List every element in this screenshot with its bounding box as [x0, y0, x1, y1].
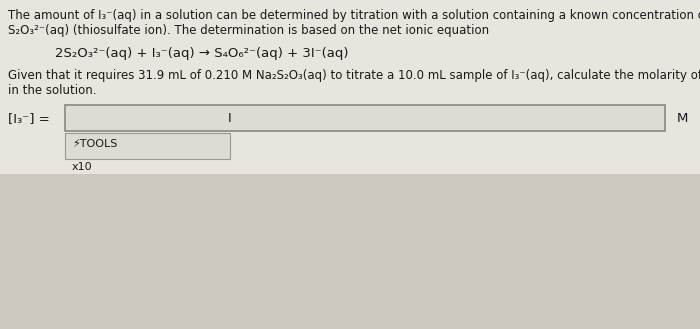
Text: Given that it requires 31.9 mL of 0.210 M Na₂S₂O₃(aq) to titrate a 10.0 mL sampl: Given that it requires 31.9 mL of 0.210 …	[8, 69, 700, 82]
Text: 2S₂O₃²⁻(aq) + I₃⁻(aq) → S₄O₆²⁻(aq) + 3I⁻(aq): 2S₂O₃²⁻(aq) + I₃⁻(aq) → S₄O₆²⁻(aq) + 3I⁻…	[55, 47, 349, 60]
Text: The amount of I₃⁻(aq) in a solution can be determined by titration with a soluti: The amount of I₃⁻(aq) in a solution can …	[8, 9, 700, 22]
FancyBboxPatch shape	[0, 0, 700, 174]
Text: ⚡TOOLS: ⚡TOOLS	[72, 139, 118, 149]
FancyBboxPatch shape	[65, 133, 230, 159]
Text: [I₃⁻] =: [I₃⁻] =	[8, 113, 50, 125]
Text: M: M	[677, 112, 688, 124]
Text: I: I	[228, 112, 232, 124]
Text: in the solution.: in the solution.	[8, 84, 97, 97]
Text: S₂O₃²⁻(aq) (thiosulfate ion). The determination is based on the net ionic equati: S₂O₃²⁻(aq) (thiosulfate ion). The determ…	[8, 24, 489, 37]
Text: x10: x10	[72, 162, 92, 172]
FancyBboxPatch shape	[65, 105, 665, 131]
